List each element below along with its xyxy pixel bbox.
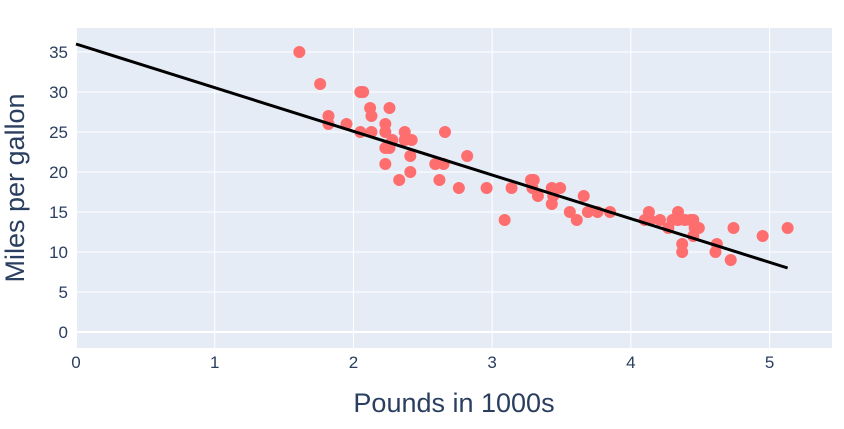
data-point xyxy=(379,126,392,138)
data-point xyxy=(404,150,417,162)
data-point xyxy=(383,102,396,114)
data-point xyxy=(687,214,700,226)
data-point xyxy=(405,134,418,146)
y-tick-label: 25 xyxy=(49,123,68,142)
data-point xyxy=(554,182,567,194)
data-point xyxy=(581,206,594,218)
data-point xyxy=(577,190,590,202)
data-point xyxy=(433,174,446,186)
x-tick-label: 5 xyxy=(765,353,774,372)
data-points xyxy=(293,46,794,266)
data-point xyxy=(781,222,794,234)
data-point xyxy=(438,126,451,138)
data-point xyxy=(429,158,442,170)
y-tick-label: 20 xyxy=(49,163,68,182)
x-tick-label: 0 xyxy=(71,353,80,372)
y-tick-label: 15 xyxy=(49,203,68,222)
data-point xyxy=(404,166,417,178)
data-point xyxy=(480,182,493,194)
x-tick-label: 4 xyxy=(626,353,635,372)
data-point xyxy=(293,46,306,58)
data-point xyxy=(452,182,465,194)
data-point xyxy=(563,206,576,218)
x-tick-label: 2 xyxy=(349,353,358,372)
data-point xyxy=(393,174,406,186)
data-point xyxy=(365,110,378,122)
y-tick-label: 0 xyxy=(59,323,68,342)
data-point xyxy=(531,190,544,202)
y-tick-label: 10 xyxy=(49,243,68,262)
data-point xyxy=(379,158,392,170)
y-tick-label: 30 xyxy=(49,83,68,102)
data-point xyxy=(505,182,518,194)
data-point xyxy=(357,86,370,98)
y-tick-label: 5 xyxy=(59,283,68,302)
x-tick-label: 3 xyxy=(487,353,496,372)
data-point xyxy=(724,254,737,266)
y-axis-label: Miles per gallon xyxy=(0,93,30,282)
y-tick-label: 35 xyxy=(49,43,68,62)
trendline-group xyxy=(75,42,789,270)
data-point xyxy=(727,222,740,234)
data-point xyxy=(666,214,679,226)
x-tick-label: 1 xyxy=(210,353,219,372)
data-point xyxy=(498,214,511,226)
data-point xyxy=(676,246,689,258)
trendline xyxy=(75,42,789,270)
data-point xyxy=(314,78,327,90)
x-axis-label: Pounds in 1000s xyxy=(353,388,554,418)
tick-labels: 0 5 10 15 20 25 30 35 0 1 2 3 4 5 xyxy=(49,43,774,372)
data-point xyxy=(653,214,666,226)
gridlines xyxy=(75,28,832,348)
data-point xyxy=(461,150,474,162)
data-point xyxy=(756,230,769,242)
data-point xyxy=(570,214,583,226)
